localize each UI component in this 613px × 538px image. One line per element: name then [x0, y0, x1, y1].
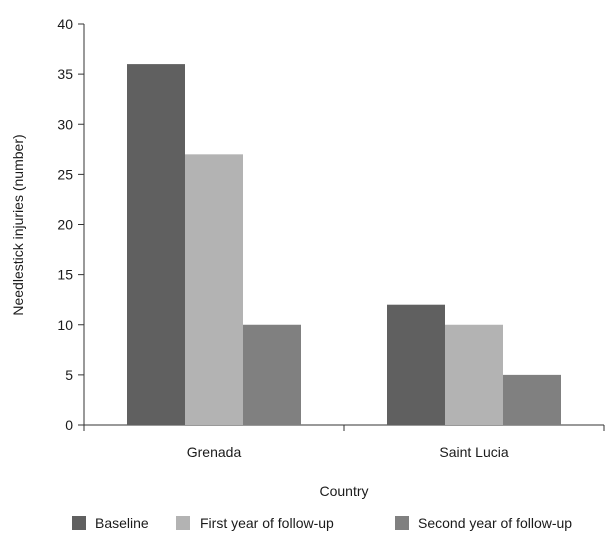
- y-axis: 0 5 10 15 20 25 30 35 40: [57, 16, 85, 433]
- x-tick-label: Saint Lucia: [439, 444, 508, 460]
- y-tick-label: 20: [57, 217, 73, 233]
- x-tick-label: Grenada: [187, 444, 242, 460]
- legend-swatch: [72, 516, 86, 530]
- bars: [127, 64, 561, 425]
- x-axis-title: Country: [319, 483, 368, 499]
- y-tick-label: 40: [57, 16, 73, 32]
- legend: Baseline First year of follow-up Second ye…: [72, 515, 572, 531]
- legend-label: Second year of follow-up: [418, 515, 572, 531]
- legend-swatch: [395, 516, 409, 530]
- bar: [185, 154, 243, 425]
- y-axis-title: Needlestick injuries (number): [10, 134, 26, 315]
- legend-label: First year of follow-up: [200, 515, 334, 531]
- bar: [503, 374, 561, 425]
- x-axis: Grenada Saint Lucia: [83, 424, 605, 460]
- y-tick-label: 10: [57, 317, 73, 333]
- y-tick-label: 0: [65, 417, 73, 433]
- legend-label: Baseline: [95, 515, 149, 531]
- bar: [127, 64, 185, 425]
- y-tick-label: 30: [57, 116, 73, 132]
- legend-swatch: [176, 516, 190, 530]
- y-tick-label: 35: [57, 66, 73, 82]
- y-tick-label: 15: [57, 267, 73, 283]
- y-tick-label: 25: [57, 166, 73, 182]
- bar: [243, 324, 301, 425]
- bar: [445, 324, 503, 425]
- y-tick-label: 5: [65, 367, 73, 383]
- bar: [387, 304, 445, 425]
